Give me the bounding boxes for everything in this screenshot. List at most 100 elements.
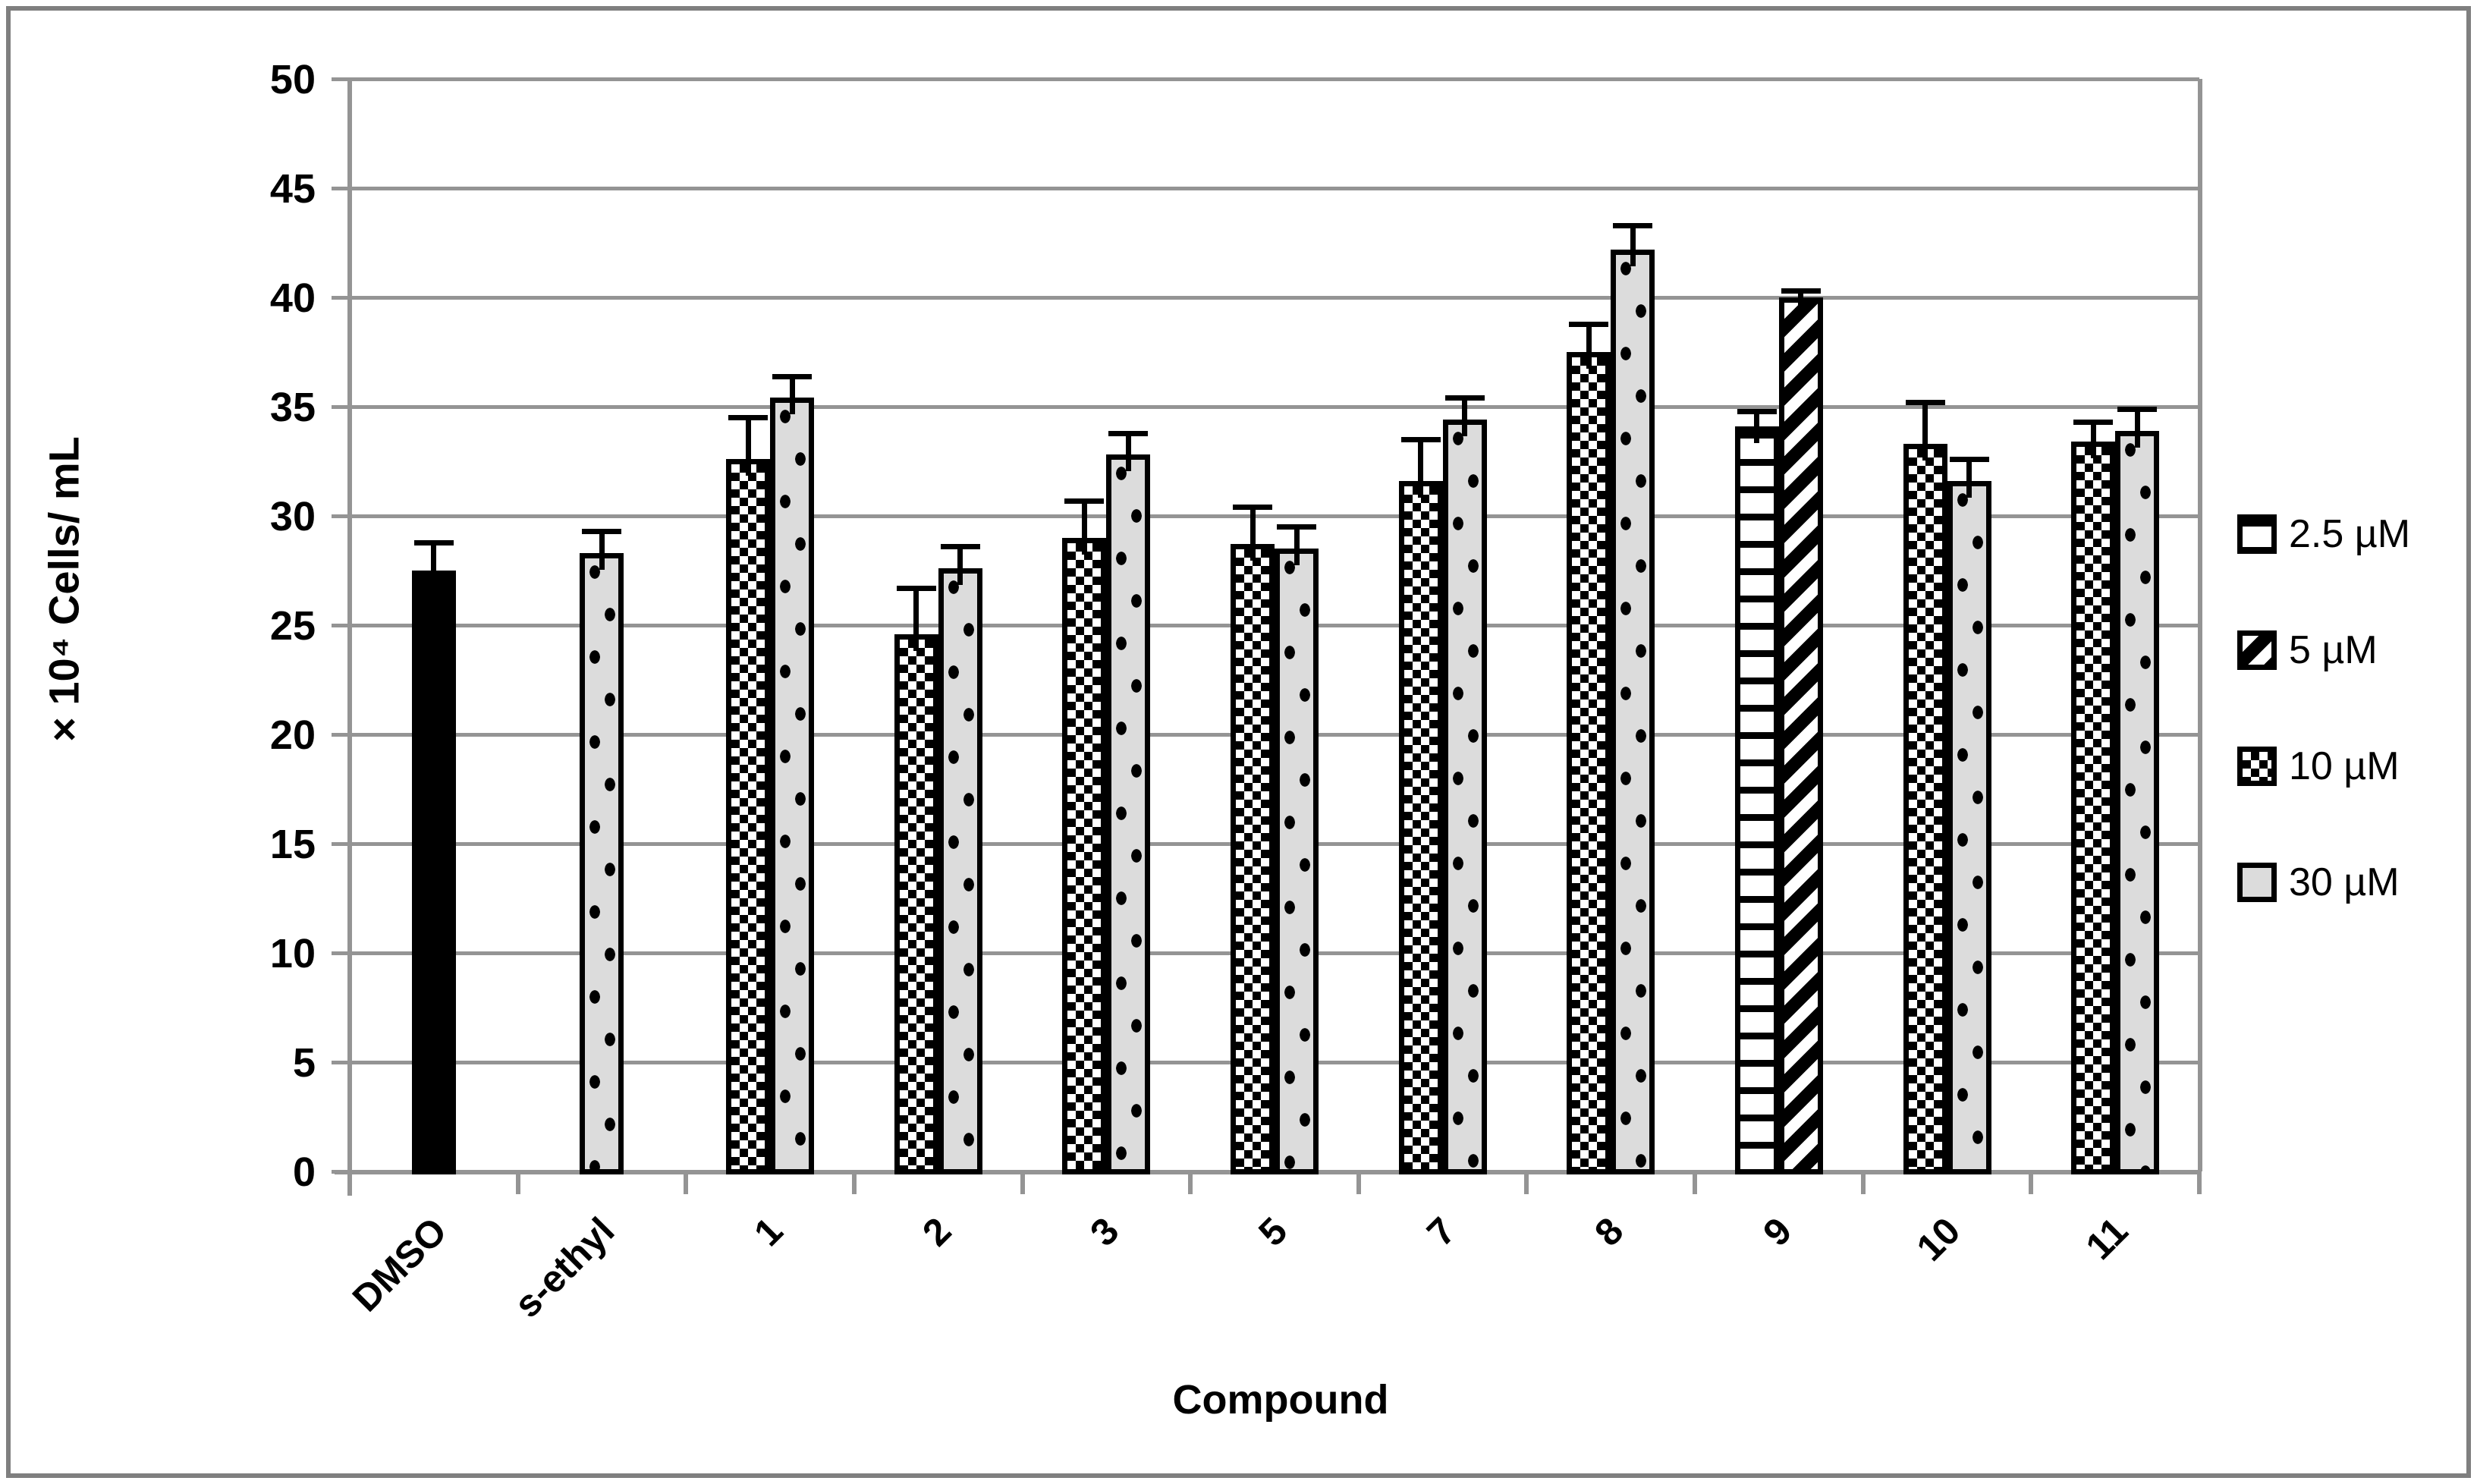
- y-tick-label-25: 25: [269, 603, 316, 649]
- error-cap-3-30 µM: [1108, 430, 1149, 436]
- bar-3-10 µM: [1062, 537, 1107, 1174]
- x-tick-4: [1020, 1171, 1025, 1194]
- error-stem-7-10 µM: [1418, 439, 1424, 498]
- error-cap-7-30 µM: [1444, 395, 1485, 401]
- error-cap-2-30 µM: [940, 544, 980, 550]
- error-cap-1-10 µM: [728, 415, 769, 421]
- y-tick-label-5: 5: [292, 1040, 316, 1086]
- bar-7-30 µM: [1442, 420, 1487, 1174]
- y-tick-label-15: 15: [269, 822, 316, 867]
- error-stem-2-30 µM: [957, 546, 963, 586]
- x-category-label-1: 1: [746, 1209, 791, 1255]
- x-tick-6: [1356, 1171, 1361, 1194]
- error-stem-9-2.5 µM: [1754, 410, 1760, 443]
- y-tick-45: [332, 187, 350, 190]
- y-tick-40: [332, 296, 350, 300]
- error-cap-9-5 µM: [1781, 288, 1821, 294]
- legend-label-2.5 µM: 2.5 µM: [2289, 512, 2411, 556]
- bar-7-10 µM: [1398, 480, 1443, 1174]
- y-tick-label-0: 0: [292, 1149, 316, 1195]
- error-cap-3-10 µM: [1064, 498, 1105, 504]
- legend-label-30 µM: 30 µM: [2289, 860, 2400, 904]
- x-tick-0: [347, 1171, 352, 1194]
- x-category-label-DMSO: DMSO: [344, 1209, 455, 1320]
- x-tick-2: [684, 1171, 689, 1194]
- bar-5-10 µM: [1231, 544, 1275, 1174]
- error-cap-5-30 µM: [1277, 524, 1316, 530]
- x-category-label-9: 9: [1755, 1209, 1800, 1255]
- x-axis-title: Compound: [1172, 1377, 1389, 1423]
- error-stem-3-10 µM: [1081, 500, 1087, 555]
- x-category-label-10: 10: [1908, 1209, 1969, 1269]
- y-tick-label-45: 45: [269, 166, 316, 212]
- error-cap-1-30 µM: [772, 373, 813, 379]
- x-tick-3: [851, 1171, 857, 1194]
- x-tick-9: [1860, 1171, 1866, 1194]
- error-cap-DMSO-control: [413, 539, 454, 545]
- error-stem-8-30 µM: [1630, 225, 1636, 266]
- error-cap-2-10 µM: [896, 586, 936, 592]
- error-stem-1-10 µM: [745, 417, 751, 476]
- x-category-label-8: 8: [1586, 1209, 1632, 1255]
- error-stem-1-30 µM: [789, 376, 795, 415]
- y-tick-15: [332, 842, 350, 846]
- error-stem-3-30 µM: [1125, 432, 1131, 472]
- y-tick-20: [332, 733, 350, 737]
- x-category-label-5: 5: [1250, 1209, 1296, 1255]
- bar-10-10 µM: [1903, 443, 1947, 1174]
- bar-DMSO-control: [411, 571, 456, 1174]
- y-tick-30: [332, 514, 350, 518]
- y-tick-label-20: 20: [269, 712, 316, 758]
- error-cap-10-10 µM: [1905, 400, 1945, 406]
- bar-8-10 µM: [1567, 352, 1611, 1174]
- bar-8-30 µM: [1611, 249, 1655, 1174]
- plot-area: 0 5 10 15 20 25 30 35 40 45 50 DMSO s-ethyl 1 2 3 5 7 8 9 10…: [11, 11, 2477, 1484]
- error-stem-2-10 µM: [913, 588, 919, 651]
- error-cap-8-30 µM: [1613, 222, 1653, 228]
- legend-label-10 µM: 10 µM: [2289, 744, 2400, 788]
- bar-11-30 µM: [2115, 430, 2160, 1174]
- x-tick-11: [2197, 1171, 2202, 1194]
- bar-10-30 µM: [1947, 480, 1991, 1174]
- y-tick-label-35: 35: [269, 385, 316, 430]
- error-cap-11-30 µM: [2117, 406, 2158, 412]
- error-stem-s-ethyl-30 µM: [599, 531, 605, 570]
- y-tick-label-40: 40: [269, 275, 316, 321]
- legend-item-5 µM: 5 µM: [2237, 627, 2378, 673]
- gridline-35: [335, 405, 2199, 409]
- y-tick-5: [332, 1061, 350, 1064]
- bar-2-10 µM: [894, 634, 938, 1174]
- y-tick-label-50: 50: [269, 57, 316, 102]
- legend-item-10 µM: 10 µM: [2237, 744, 2400, 789]
- gridline-40: [335, 296, 2199, 300]
- bar-9-5 µM: [1778, 297, 1823, 1174]
- bar-11-10 µM: [2071, 442, 2116, 1174]
- gridline-30: [335, 514, 2199, 518]
- y-tick-35: [332, 405, 350, 409]
- bar-2-30 µM: [938, 568, 982, 1174]
- error-cap-10-30 µM: [1949, 457, 1989, 463]
- x-tick-5: [1188, 1171, 1193, 1194]
- legend-swatch-30 µM: [2237, 863, 2277, 902]
- error-cap-s-ethyl-30 µM: [582, 529, 622, 535]
- error-stem-11-10 µM: [2090, 422, 2096, 459]
- x-tick-1: [515, 1171, 520, 1194]
- error-cap-9-2.5 µM: [1737, 408, 1777, 414]
- legend-item-2.5 µM: 2.5 µM: [2237, 511, 2410, 557]
- error-stem-7-30 µM: [1462, 398, 1468, 437]
- x-category-label-3: 3: [1082, 1209, 1127, 1255]
- legend-swatch-10 µM: [2237, 747, 2277, 786]
- error-stem-8-10 µM: [1586, 323, 1592, 369]
- bar-1-10 µM: [726, 459, 771, 1174]
- error-stem-10-30 µM: [1966, 459, 1972, 498]
- x-tick-7: [1524, 1171, 1529, 1194]
- x-category-label-7: 7: [1418, 1209, 1464, 1255]
- y-tick-25: [332, 624, 350, 627]
- x-tick-8: [1693, 1171, 1698, 1194]
- gridline-45: [335, 187, 2199, 190]
- error-stem-DMSO-control: [431, 542, 437, 587]
- y-tick-50: [332, 77, 350, 81]
- legend-label-5 µM: 5 µM: [2289, 628, 2378, 672]
- bar-1-30 µM: [770, 398, 815, 1174]
